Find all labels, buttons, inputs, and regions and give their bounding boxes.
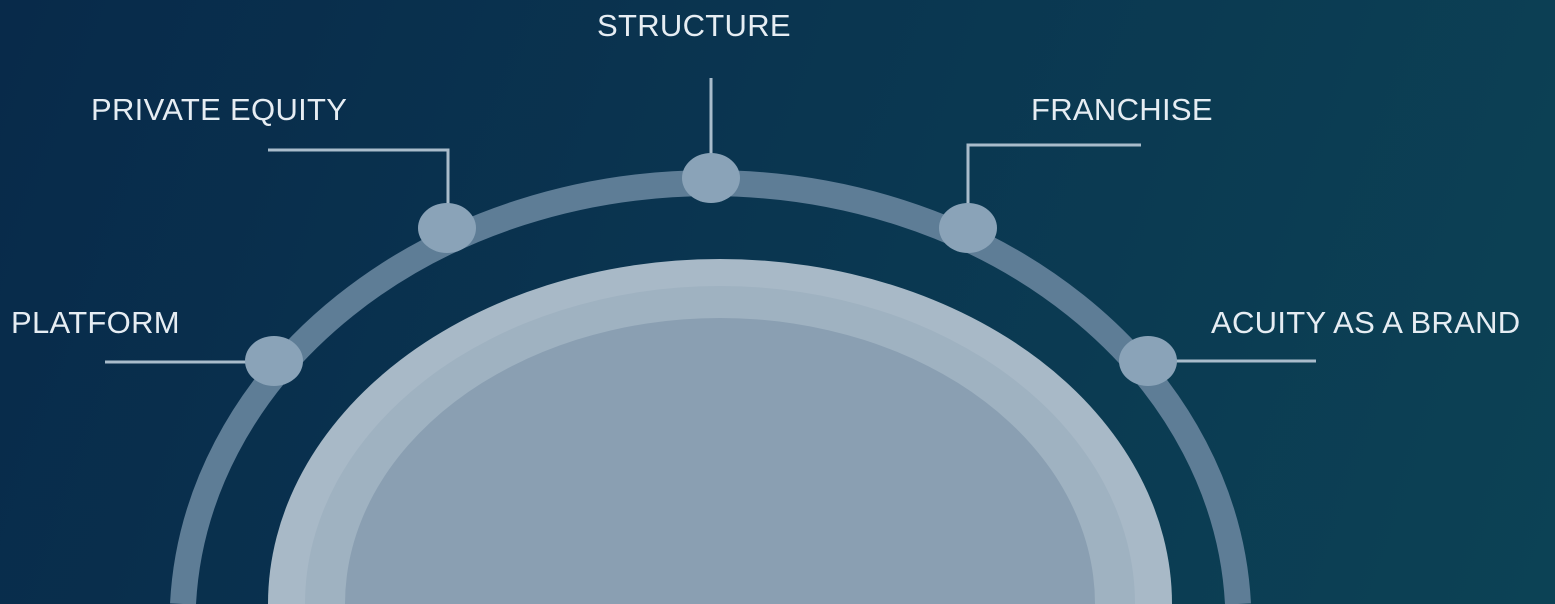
label-structure: STRUCTURE xyxy=(597,8,791,43)
connector-private-equity xyxy=(268,148,450,215)
connector-franchise xyxy=(966,143,1141,215)
label-platform: PLATFORM xyxy=(11,305,180,340)
label-acuity-as-a-brand: ACUITY AS A BRAND xyxy=(1211,305,1521,340)
node-dot-structure xyxy=(682,153,740,203)
node-dot-franchise xyxy=(939,203,997,253)
node-dot-private-equity xyxy=(418,203,476,253)
node-dot-acuity-as-a-brand xyxy=(1119,336,1177,386)
dome-inner xyxy=(345,318,1095,604)
label-private-equity: PRIVATE EQUITY xyxy=(91,92,348,127)
label-franchise: FRANCHISE xyxy=(1031,92,1213,127)
node-dot-platform xyxy=(245,336,303,386)
